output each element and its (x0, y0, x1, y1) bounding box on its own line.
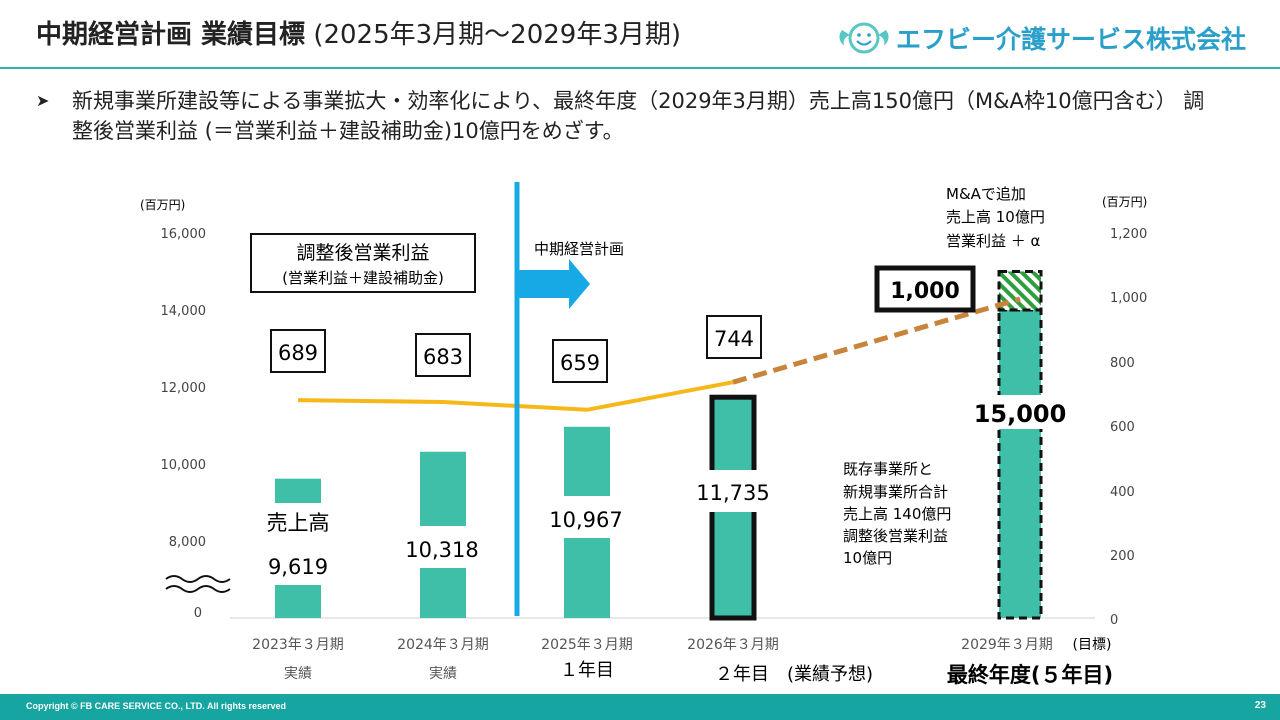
plan-label: 中期経営計画 (534, 240, 624, 258)
right-tick: 1,200 (1110, 227, 1147, 242)
mna-note-line: 営業利益 ＋ α (946, 232, 1041, 250)
left-tick: 8,000 (169, 535, 206, 550)
left-axis-unit: (百万円) (140, 198, 185, 212)
profit-value-box (706, 315, 762, 359)
profit-value-2026: 744 (714, 327, 754, 351)
category-label: 2026年３月期 (687, 637, 779, 653)
category-label: 2029年３月期 (961, 637, 1053, 653)
title-main: 中期経営計画 業績目標 (36, 20, 306, 50)
sales-label-bg (386, 526, 496, 568)
category-label: 2024年３月期 (397, 637, 489, 653)
left-tick: 12,000 (161, 381, 207, 396)
sales-label-bg (966, 395, 1076, 429)
existing-note: 既存事業所と 新規事業所合計 売上高 140億円 調整後営業利益 10億円 (843, 460, 951, 567)
right-tick: 800 (1110, 356, 1135, 371)
category-sublabel: 実績 (429, 666, 457, 682)
profit-value-2024: 683 (423, 345, 463, 369)
sales-value-2024: 10,318 (405, 538, 478, 562)
title-divider (0, 67, 1280, 69)
bullet-arrow-icon: ➤ (36, 91, 50, 110)
axis-break-icon (165, 575, 231, 593)
title-period: (2025年3月期～2029年3月期) (313, 20, 682, 50)
existing-note-line: 新規事業所合計 (843, 483, 948, 501)
logo-text: エフビー介護サービス株式会社 (896, 25, 1247, 54)
profit-value-box (270, 329, 326, 373)
target-label: (目標) (1073, 637, 1112, 653)
left-tick: 16,000 (161, 227, 207, 242)
existing-note-line: 10億円 (843, 549, 892, 567)
profit-forecast-line (732, 296, 1021, 385)
category-sublabel: 実績 (284, 666, 312, 682)
left-tick: 10,000 (161, 458, 207, 473)
profit-value-2029: 1,000 (890, 279, 960, 304)
page-title: 中期経営計画 業績目標 (2025年3月期～2029年3月期) (36, 14, 681, 51)
mna-note: M&Aで追加 売上高 10億円 営業利益 ＋ α (946, 185, 1045, 250)
sales-value-2029: 15,000 (974, 400, 1067, 428)
existing-note-line: 調整後営業利益 (843, 527, 948, 545)
right-tick: 0 (1110, 613, 1118, 628)
profit-value-box (552, 339, 608, 383)
sales-bar-2029 (997, 308, 1043, 620)
sales-value-2025: 10,967 (549, 508, 622, 532)
right-axis-unit: (百万円) (1102, 195, 1147, 209)
right-tick: 1,000 (1110, 291, 1147, 306)
category-label: 2025年３月期 (541, 637, 633, 653)
plan-arrow-icon (519, 259, 590, 309)
mna-note-line: 売上高 10億円 (946, 208, 1045, 226)
sales-value-2026: 11,735 (696, 481, 769, 505)
category-sublabel: ２年目 (業績予想) (715, 664, 873, 685)
copyright-text: Copyright © FB CARE SERVICE CO., LTD. Al… (26, 701, 287, 711)
right-tick: 400 (1110, 485, 1135, 500)
left-tick: 14,000 (161, 304, 207, 319)
sales-profit-chart: (百万円) (百万円) 16,000 14,000 12,000 10,000 … (140, 182, 1147, 687)
left-tick: 0 (194, 606, 202, 621)
page-number: 23 (1254, 700, 1266, 711)
smiley-wings-icon (839, 22, 889, 54)
profit-legend-box (250, 233, 476, 293)
profit-value-box (874, 265, 976, 313)
summary-text: 新規事業所建設等による事業拡大・効率化により、最終年度（2029年3月期）売上高… (72, 89, 1205, 143)
profit-legend-title: 調整後営業利益 (296, 242, 429, 264)
existing-note-line: 売上高 140億円 (843, 505, 951, 523)
sales-series-label: 売上高 (267, 511, 330, 535)
category-sublabel: １年目 (560, 660, 614, 681)
company-logo: エフビー介護サービス株式会社 (838, 16, 1258, 60)
profit-value-2025: 659 (560, 351, 600, 375)
right-tick: 600 (1110, 420, 1135, 435)
profit-value-2023: 689 (278, 341, 318, 365)
sales-value-2023: 9,619 (268, 555, 328, 579)
footer-bar: Copyright © FB CARE SERVICE CO., LTD. Al… (0, 694, 1280, 720)
mna-note-line: M&Aで追加 (946, 185, 1026, 203)
profit-legend-subtitle: (営業利益＋建設補助金) (282, 269, 444, 287)
existing-note-line: 既存事業所と (843, 460, 933, 478)
category-sublabel: 最終年度(５年目) (947, 663, 1113, 687)
profit-value-box (415, 333, 471, 377)
right-tick: 200 (1110, 549, 1135, 564)
sales-label-bg (530, 496, 640, 538)
category-label: 2023年３月期 (252, 637, 344, 653)
sales-label-bg (240, 503, 350, 585)
sales-label-bg (690, 470, 774, 512)
